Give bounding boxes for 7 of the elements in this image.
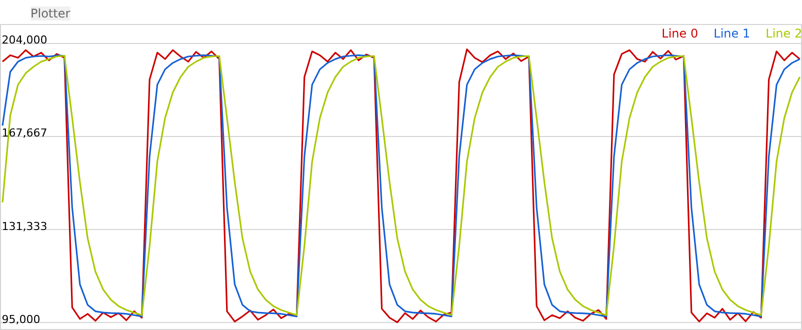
y-tick-label: 95,000 [2,312,40,326]
text: Line 2 [766,26,802,40]
y-tick-label: 131,333 [2,220,48,233]
y-tick-label: 204,000 [2,34,48,47]
chart-title: Plotter [30,6,70,20]
text: Line 1 [714,26,750,40]
series-label: Line 0 [662,26,698,40]
